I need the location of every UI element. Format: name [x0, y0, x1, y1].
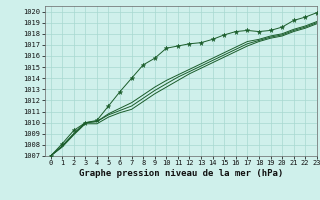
X-axis label: Graphe pression niveau de la mer (hPa): Graphe pression niveau de la mer (hPa) — [79, 169, 283, 178]
